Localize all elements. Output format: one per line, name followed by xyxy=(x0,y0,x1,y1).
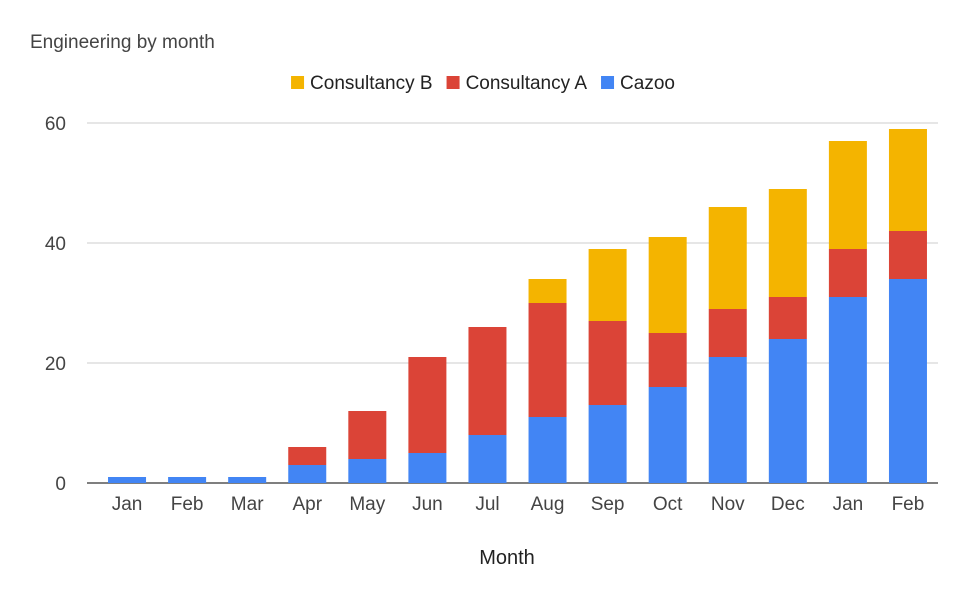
x-tick-label: Nov xyxy=(711,494,745,515)
x-tick-label: Jul xyxy=(475,494,499,515)
x-axis-ticks: Jan Feb Mar Apr May Jun Jul Aug Sep Oct Nov Dec Jan F… xyxy=(112,494,925,515)
y-tick-label: 20 xyxy=(45,354,66,375)
x-axis-title: Month xyxy=(479,547,535,569)
x-tick-label: Apr xyxy=(292,494,322,515)
x-tick-label: Feb xyxy=(171,494,204,515)
bar-cazoo xyxy=(168,477,207,483)
y-tick-label: 60 xyxy=(45,114,66,135)
bar-consultancy-a xyxy=(828,249,867,297)
legend-swatch-cazoo xyxy=(601,76,615,89)
bar-consultancy-a xyxy=(528,303,567,417)
chart-title: Engineering by month xyxy=(30,32,215,53)
x-tick-label: May xyxy=(349,494,385,515)
bar-cazoo xyxy=(528,417,567,483)
legend: Consultancy B Consultancy A Cazoo xyxy=(291,73,675,94)
bar-consultancy-a xyxy=(768,297,807,339)
bar-cazoo xyxy=(288,465,327,483)
bar-consultancy-b xyxy=(768,189,807,297)
legend-swatch-consultancy-a xyxy=(446,76,460,89)
bar-cazoo xyxy=(468,435,507,483)
bar-consultancy-b xyxy=(828,141,867,249)
bar-cazoo xyxy=(828,297,867,483)
x-tick-label: Oct xyxy=(653,494,683,515)
bar-consultancy-a xyxy=(288,447,327,465)
x-tick-label: Dec xyxy=(771,494,805,515)
bar-consultancy-b xyxy=(888,129,927,231)
gridlines xyxy=(87,122,938,484)
bar-cazoo xyxy=(348,459,387,483)
x-tick-label: Jan xyxy=(833,494,864,515)
bar-cazoo xyxy=(708,357,747,483)
y-tick-label: 40 xyxy=(45,234,66,255)
bar-cazoo xyxy=(108,477,147,483)
x-tick-label: Mar xyxy=(231,494,264,515)
legend-label-cazoo: Cazoo xyxy=(620,73,675,94)
bar-consultancy-b xyxy=(708,207,747,309)
bar-consultancy-b xyxy=(528,279,567,303)
bar-cazoo xyxy=(888,279,927,483)
bar-consultancy-b xyxy=(648,237,687,333)
bar-consultancy-a xyxy=(888,231,927,279)
bar-consultancy-a xyxy=(648,333,687,387)
bar-cazoo xyxy=(648,387,687,483)
x-tick-label: Feb xyxy=(892,494,925,515)
bar-consultancy-a xyxy=(408,357,447,453)
bar-consultancy-a xyxy=(588,321,627,405)
legend-swatch-consultancy-b xyxy=(291,76,305,89)
x-tick-label: Jun xyxy=(412,494,443,515)
bar-cazoo xyxy=(408,453,447,483)
y-tick-label: 0 xyxy=(55,474,66,495)
bar-consultancy-a xyxy=(708,309,747,357)
x-tick-label: Jan xyxy=(112,494,143,515)
bar-cazoo xyxy=(228,477,267,483)
legend-label-consultancy-b: Consultancy B xyxy=(310,73,433,94)
bar-consultancy-b xyxy=(588,249,627,321)
bar-consultancy-a xyxy=(348,411,387,459)
legend-label-consultancy-a: Consultancy A xyxy=(466,73,588,94)
bar-cazoo xyxy=(588,405,627,483)
x-tick-label: Aug xyxy=(531,494,565,515)
x-tick-label: Sep xyxy=(591,494,625,515)
bars xyxy=(108,129,927,483)
bar-consultancy-a xyxy=(468,327,507,435)
y-axis-ticks: 0 20 40 60 xyxy=(45,114,66,495)
bar-cazoo xyxy=(768,339,807,483)
